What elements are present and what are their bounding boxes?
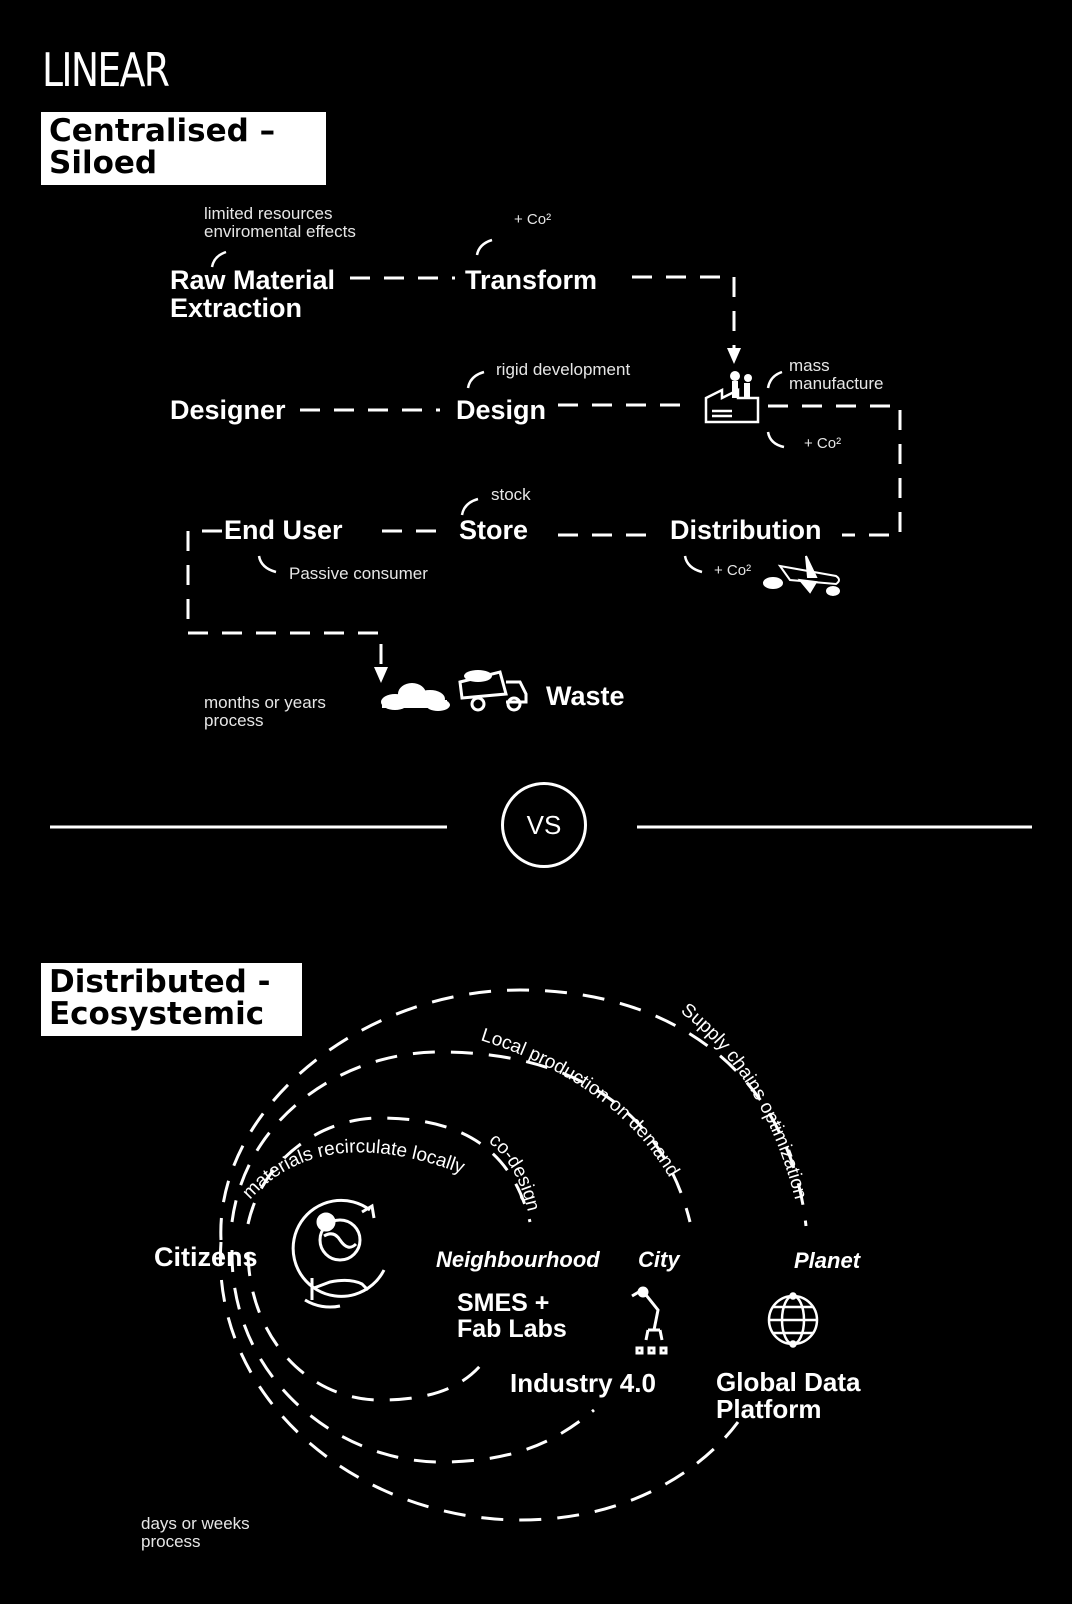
months-years-note: months or years process — [204, 694, 326, 730]
linear-title: LINEAR — [42, 43, 170, 97]
globe-icon — [767, 1292, 819, 1348]
limited-resources-note: limited resources enviromental effects — [204, 205, 356, 241]
smes-line1: SMES + — [457, 1289, 550, 1317]
vs-badge: VS — [501, 782, 587, 868]
limited-line2: enviromental effects — [204, 221, 356, 241]
waste-node: Waste — [546, 681, 625, 711]
codesign-label: co-design — [485, 1129, 544, 1213]
note-brackets — [210, 238, 785, 574]
distributed-label-line1: Distributed - — [49, 964, 271, 1000]
raw-material-node: Raw Material Extraction — [170, 266, 335, 323]
co2-factory-note: + Co² — [804, 435, 842, 452]
days-line1: days or weeks — [141, 1514, 250, 1533]
arc-city — [230, 1050, 692, 1223]
passive-consumer-note: Passive consumer — [289, 564, 428, 583]
smes-fablabs-node: SMES + Fab Labs — [457, 1290, 567, 1343]
centralised-label-line1: Centralised – — [49, 113, 276, 149]
co2-distribution-note: + Co² — [714, 562, 752, 579]
truck-icon — [458, 670, 528, 712]
mass-manufacture-note: mass manufacture — [789, 357, 884, 393]
ecosystem-arcs — [218, 988, 808, 1522]
design-node: Design — [456, 395, 547, 425]
industry-node: Industry 4.0 — [510, 1368, 656, 1398]
airplane-icon — [763, 555, 840, 596]
city-label: City — [638, 1247, 680, 1272]
svg-text:co-design: co-design — [485, 1129, 544, 1213]
months-line1: months or years — [204, 693, 326, 712]
arc-planet-lower — [218, 1241, 740, 1522]
linear-arrowheads — [374, 348, 741, 683]
global-line2: Platform — [716, 1394, 822, 1425]
planet-label: Planet — [794, 1248, 861, 1273]
centralised-label-line2: Siloed — [49, 145, 158, 181]
global-data-node: Global Data Platform — [716, 1367, 861, 1425]
transform-node: Transform — [465, 265, 598, 295]
arc-neighbourhood — [246, 1116, 532, 1225]
arc-labels: Supply chains optimization Local product… — [238, 999, 810, 1213]
linear-flow-lines — [186, 275, 902, 664]
globe-hand-icon — [291, 1198, 386, 1309]
smes-line2: Fab Labs — [457, 1315, 567, 1344]
limited-line1: limited resources — [204, 204, 333, 223]
co2-transform-note: + Co² — [514, 211, 552, 228]
distributed-label-line2: Ecosystemic — [49, 996, 265, 1032]
days-weeks-note: days or weeks process — [141, 1515, 250, 1551]
stock-note: stock — [491, 485, 531, 504]
factory-icon — [704, 371, 760, 424]
robot-arm-icon — [631, 1286, 668, 1355]
arc-planet — [219, 988, 808, 1241]
designer-node: Designer — [170, 395, 286, 425]
mass-line2: manufacture — [789, 373, 884, 393]
cloud-icon — [381, 683, 450, 711]
neighbourhood-label: Neighbourhood — [436, 1247, 600, 1272]
citizens-node: Citizens — [154, 1242, 258, 1272]
svg-text:materials recirculate locally: materials recirculate locally — [238, 1136, 467, 1203]
supply-chain-label: Supply chains optimization — [677, 999, 811, 1201]
distributed-label: Distributed - Ecosystemic — [41, 963, 302, 1036]
months-line2: process — [204, 710, 264, 730]
centralised-label: Centralised – Siloed — [41, 112, 326, 185]
global-line1: Global Data — [716, 1367, 861, 1397]
raw-line2: Extraction — [170, 293, 303, 324]
rigid-development-note: rigid development — [496, 360, 631, 379]
svg-text:Supply chains optimization: Supply chains optimization — [677, 999, 811, 1201]
raw-line1: Raw Material — [170, 265, 336, 295]
arc-neighbourhood-lower — [246, 1253, 482, 1402]
store-node: Store — [459, 515, 529, 545]
arc-city-lower — [230, 1249, 595, 1464]
end-user-node: End User — [224, 515, 343, 545]
distribution-node: Distribution — [670, 515, 822, 545]
mass-line1: mass — [789, 356, 830, 375]
materials-label: materials recirculate locally — [238, 1136, 467, 1203]
days-line2: process — [141, 1531, 201, 1551]
